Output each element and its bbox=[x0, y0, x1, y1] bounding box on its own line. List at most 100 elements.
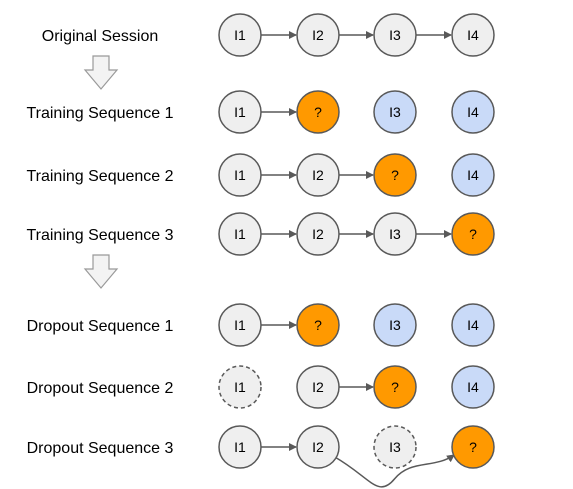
item-node: I4 bbox=[451, 365, 495, 409]
item-circle bbox=[373, 153, 417, 197]
item-label: I3 bbox=[389, 317, 401, 333]
item-node: I2 bbox=[296, 365, 340, 409]
item-circle bbox=[218, 212, 262, 256]
item-node: I4 bbox=[451, 13, 495, 57]
sequence-row: Dropout Sequence 2 I1 I2? I4 bbox=[27, 365, 495, 409]
item-circle bbox=[451, 153, 495, 197]
sequence-row: Training Sequence 3 I1 I2 I3? bbox=[26, 212, 495, 256]
row-label: Training Sequence 3 bbox=[26, 227, 173, 244]
item-label: I2 bbox=[312, 379, 324, 395]
item-node: I3 bbox=[373, 90, 417, 134]
row-label: Original Session bbox=[42, 28, 159, 45]
item-label: I1 bbox=[234, 104, 246, 120]
item-label: I4 bbox=[467, 27, 479, 43]
item-circle bbox=[451, 365, 495, 409]
item-node: I4 bbox=[451, 153, 495, 197]
row-label: Training Sequence 1 bbox=[26, 105, 173, 122]
item-node: I4 bbox=[451, 303, 495, 347]
item-circle bbox=[218, 13, 262, 57]
down-arrow-icon bbox=[83, 254, 119, 289]
item-label: I2 bbox=[312, 439, 324, 455]
item-node: I1 bbox=[218, 425, 262, 469]
item-label: I1 bbox=[234, 226, 246, 242]
item-circle bbox=[296, 425, 340, 469]
item-label: ? bbox=[469, 439, 477, 455]
skip-edge bbox=[334, 454, 455, 488]
item-circle bbox=[451, 212, 495, 256]
item-node: I1 bbox=[218, 153, 262, 197]
item-circle bbox=[373, 303, 417, 347]
item-circle bbox=[451, 303, 495, 347]
item-circle bbox=[373, 90, 417, 134]
item-label: I4 bbox=[467, 379, 479, 395]
item-label: ? bbox=[314, 104, 322, 120]
sequence-row: Original Session I1 I2 I3 I4 bbox=[42, 13, 495, 57]
item-node: I2 bbox=[296, 425, 340, 469]
sequence-row: Training Sequence 2 I1 I2? I4 bbox=[26, 153, 495, 197]
item-node: ? bbox=[451, 425, 495, 469]
item-label: ? bbox=[469, 226, 477, 242]
item-label: ? bbox=[391, 379, 399, 395]
item-circle bbox=[218, 90, 262, 134]
item-circle bbox=[451, 425, 495, 469]
item-circle bbox=[218, 425, 262, 469]
item-circle bbox=[296, 303, 340, 347]
item-circle bbox=[451, 13, 495, 57]
dropped-item-circle bbox=[373, 425, 417, 469]
item-circle bbox=[218, 153, 262, 197]
dropped-item-circle bbox=[218, 365, 262, 409]
item-circle bbox=[218, 303, 262, 347]
item-node: I3 bbox=[373, 13, 417, 57]
item-circle bbox=[296, 212, 340, 256]
item-node: I4 bbox=[451, 90, 495, 134]
item-node: I1 bbox=[218, 90, 262, 134]
item-label: I1 bbox=[234, 167, 246, 183]
item-node: ? bbox=[451, 212, 495, 256]
item-node: I1 bbox=[218, 13, 262, 57]
row-label: Training Sequence 2 bbox=[26, 168, 173, 185]
sequence-row: Dropout Sequence 3 I1 I2 I3? bbox=[27, 425, 495, 488]
item-node: I1 bbox=[218, 212, 262, 256]
sequence-row: Dropout Sequence 1 I1? I3 I4 bbox=[27, 303, 495, 347]
item-label: I4 bbox=[467, 167, 479, 183]
row-label: Dropout Sequence 1 bbox=[27, 318, 174, 335]
item-label: I4 bbox=[467, 317, 479, 333]
item-node: I2 bbox=[296, 13, 340, 57]
item-circle bbox=[373, 212, 417, 256]
item-circle bbox=[296, 153, 340, 197]
item-label: I1 bbox=[234, 379, 246, 395]
item-node: I3 bbox=[373, 212, 417, 256]
item-label: I2 bbox=[312, 226, 324, 242]
item-label: I3 bbox=[389, 27, 401, 43]
down-arrow-icon bbox=[83, 55, 119, 90]
item-circle bbox=[373, 13, 417, 57]
item-node: I3 bbox=[373, 425, 417, 469]
item-label: I4 bbox=[467, 104, 479, 120]
item-node: I1 bbox=[218, 303, 262, 347]
item-circle bbox=[296, 90, 340, 134]
item-circle bbox=[373, 365, 417, 409]
item-label: I3 bbox=[389, 439, 401, 455]
item-label: I2 bbox=[312, 27, 324, 43]
item-node: I1 bbox=[218, 365, 262, 409]
item-node: ? bbox=[296, 303, 340, 347]
item-node: ? bbox=[373, 365, 417, 409]
item-label: I3 bbox=[389, 226, 401, 242]
item-label: I1 bbox=[234, 439, 246, 455]
item-circle bbox=[296, 365, 340, 409]
row-label: Dropout Sequence 3 bbox=[27, 440, 174, 457]
row-label: Dropout Sequence 2 bbox=[27, 380, 174, 397]
item-node: ? bbox=[373, 153, 417, 197]
item-node: I2 bbox=[296, 212, 340, 256]
item-circle bbox=[296, 13, 340, 57]
item-label: ? bbox=[314, 317, 322, 333]
item-node: I3 bbox=[373, 303, 417, 347]
item-label: I1 bbox=[234, 27, 246, 43]
item-label: I1 bbox=[234, 317, 246, 333]
item-label: ? bbox=[391, 167, 399, 183]
item-node: I2 bbox=[296, 153, 340, 197]
item-node: ? bbox=[296, 90, 340, 134]
item-label: I2 bbox=[312, 167, 324, 183]
